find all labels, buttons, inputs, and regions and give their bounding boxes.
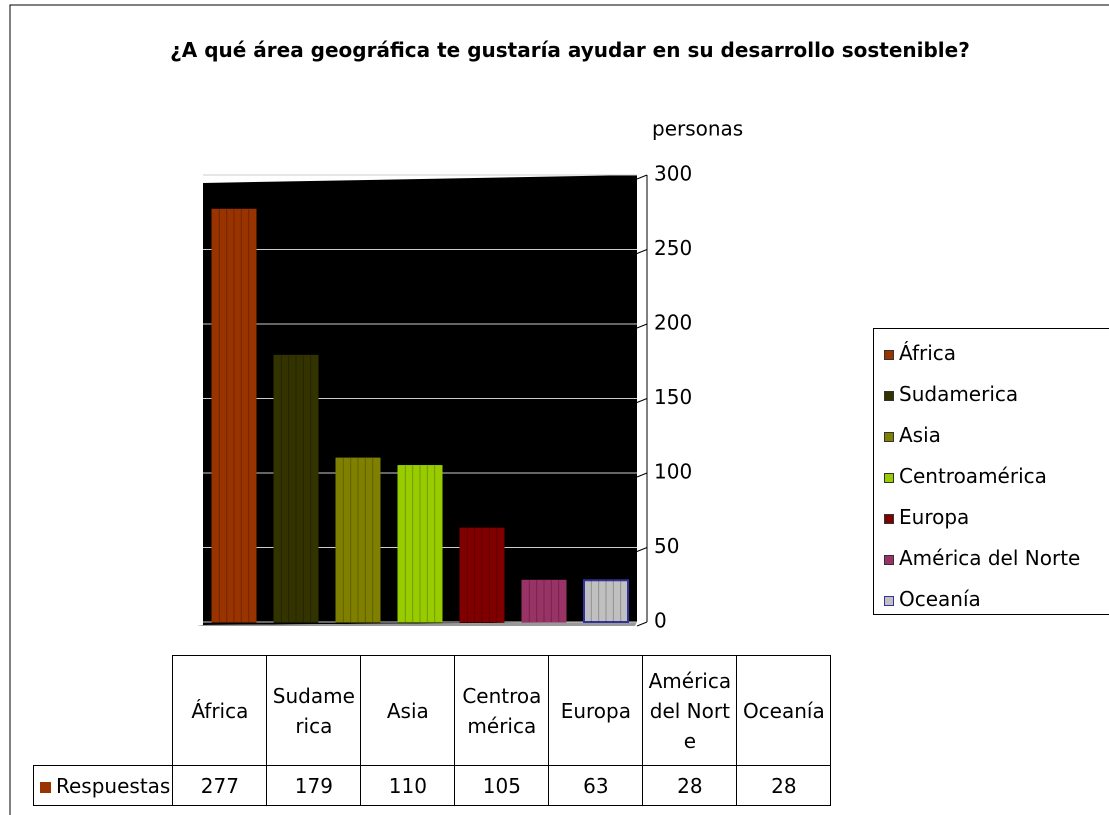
corner-cell — [34, 656, 173, 766]
legend-swatch — [884, 391, 894, 401]
legend-swatch — [884, 596, 894, 606]
legend-label: África — [899, 341, 957, 365]
legend-swatch — [884, 350, 894, 360]
tick-mark — [636, 249, 648, 254]
legend: África Sudamerica Asia Centroamérica Europa A… — [873, 328, 1109, 615]
table-value: 28 — [736, 765, 832, 806]
y-tick-label: 50 — [654, 534, 679, 558]
legend-swatch — [884, 432, 894, 442]
legend-label: Centroamérica — [899, 464, 1047, 488]
bar — [583, 579, 629, 624]
legend-swatch — [884, 514, 894, 524]
bar — [211, 208, 257, 623]
plot-floor — [197, 622, 637, 626]
table-header: Europa — [548, 655, 644, 766]
table-value: 110 — [360, 765, 456, 806]
legend-label: Asia — [899, 423, 941, 447]
series-name: Respuestas — [56, 773, 171, 798]
y-tick-label: 100 — [654, 460, 692, 484]
bar — [459, 527, 505, 623]
legend-swatch — [884, 473, 894, 483]
tick-mark — [636, 472, 648, 478]
legend-label: América del Norte — [899, 546, 1081, 570]
table-header: Asia — [360, 655, 456, 766]
legend-swatch — [884, 555, 894, 565]
legend-item: Sudamerica — [874, 378, 1109, 419]
chart-title: ¿A qué área geográfica te gustaría ayuda… — [170, 38, 970, 62]
table-header: Sudamerica — [266, 655, 362, 766]
tick-mark — [636, 174, 648, 180]
bar — [521, 579, 567, 623]
table-value: 28 — [642, 765, 738, 806]
tick-mark — [636, 621, 648, 627]
legend-item: Centroamérica — [874, 460, 1109, 501]
tick-mark — [636, 547, 648, 552]
table-value: 63 — [548, 765, 644, 806]
legend-label: Sudamerica — [899, 382, 1019, 406]
table-value: 277 — [172, 765, 268, 806]
tick-mark — [636, 323, 648, 329]
table-header: África — [172, 655, 268, 766]
table-header: América del Norte — [642, 655, 738, 766]
legend-label: Europa — [899, 505, 970, 529]
y-tick-label: 150 — [654, 385, 692, 409]
row-label: Respuestas — [32, 765, 174, 806]
y-tick-label: 300 — [654, 162, 692, 186]
bar — [335, 457, 381, 623]
y-tick-label: 250 — [654, 236, 692, 260]
frame — [9, 4, 1109, 815]
table-header: Oceanía — [736, 655, 832, 766]
legend-label: Oceanía — [899, 587, 981, 611]
legend-item: Asia — [874, 419, 1109, 460]
y-tick-label: 0 — [654, 609, 667, 633]
bar — [273, 354, 319, 623]
table-value: 105 — [454, 765, 550, 806]
tick-mark — [636, 398, 648, 403]
legend-item: Oceanía — [874, 583, 1109, 624]
y-axis-label: personas — [652, 117, 743, 141]
legend-item: África — [874, 337, 1109, 378]
bar — [397, 465, 443, 623]
data-table: África Sudamerica Asia Centroamérica Europa A… — [32, 655, 832, 806]
table-value: 179 — [266, 765, 362, 806]
table-header: Centroamérica — [454, 655, 550, 766]
legend-item: Europa — [874, 501, 1109, 542]
y-tick-label: 200 — [654, 311, 692, 335]
legend-swatch — [40, 781, 51, 793]
legend-item: América del Norte — [874, 542, 1109, 583]
